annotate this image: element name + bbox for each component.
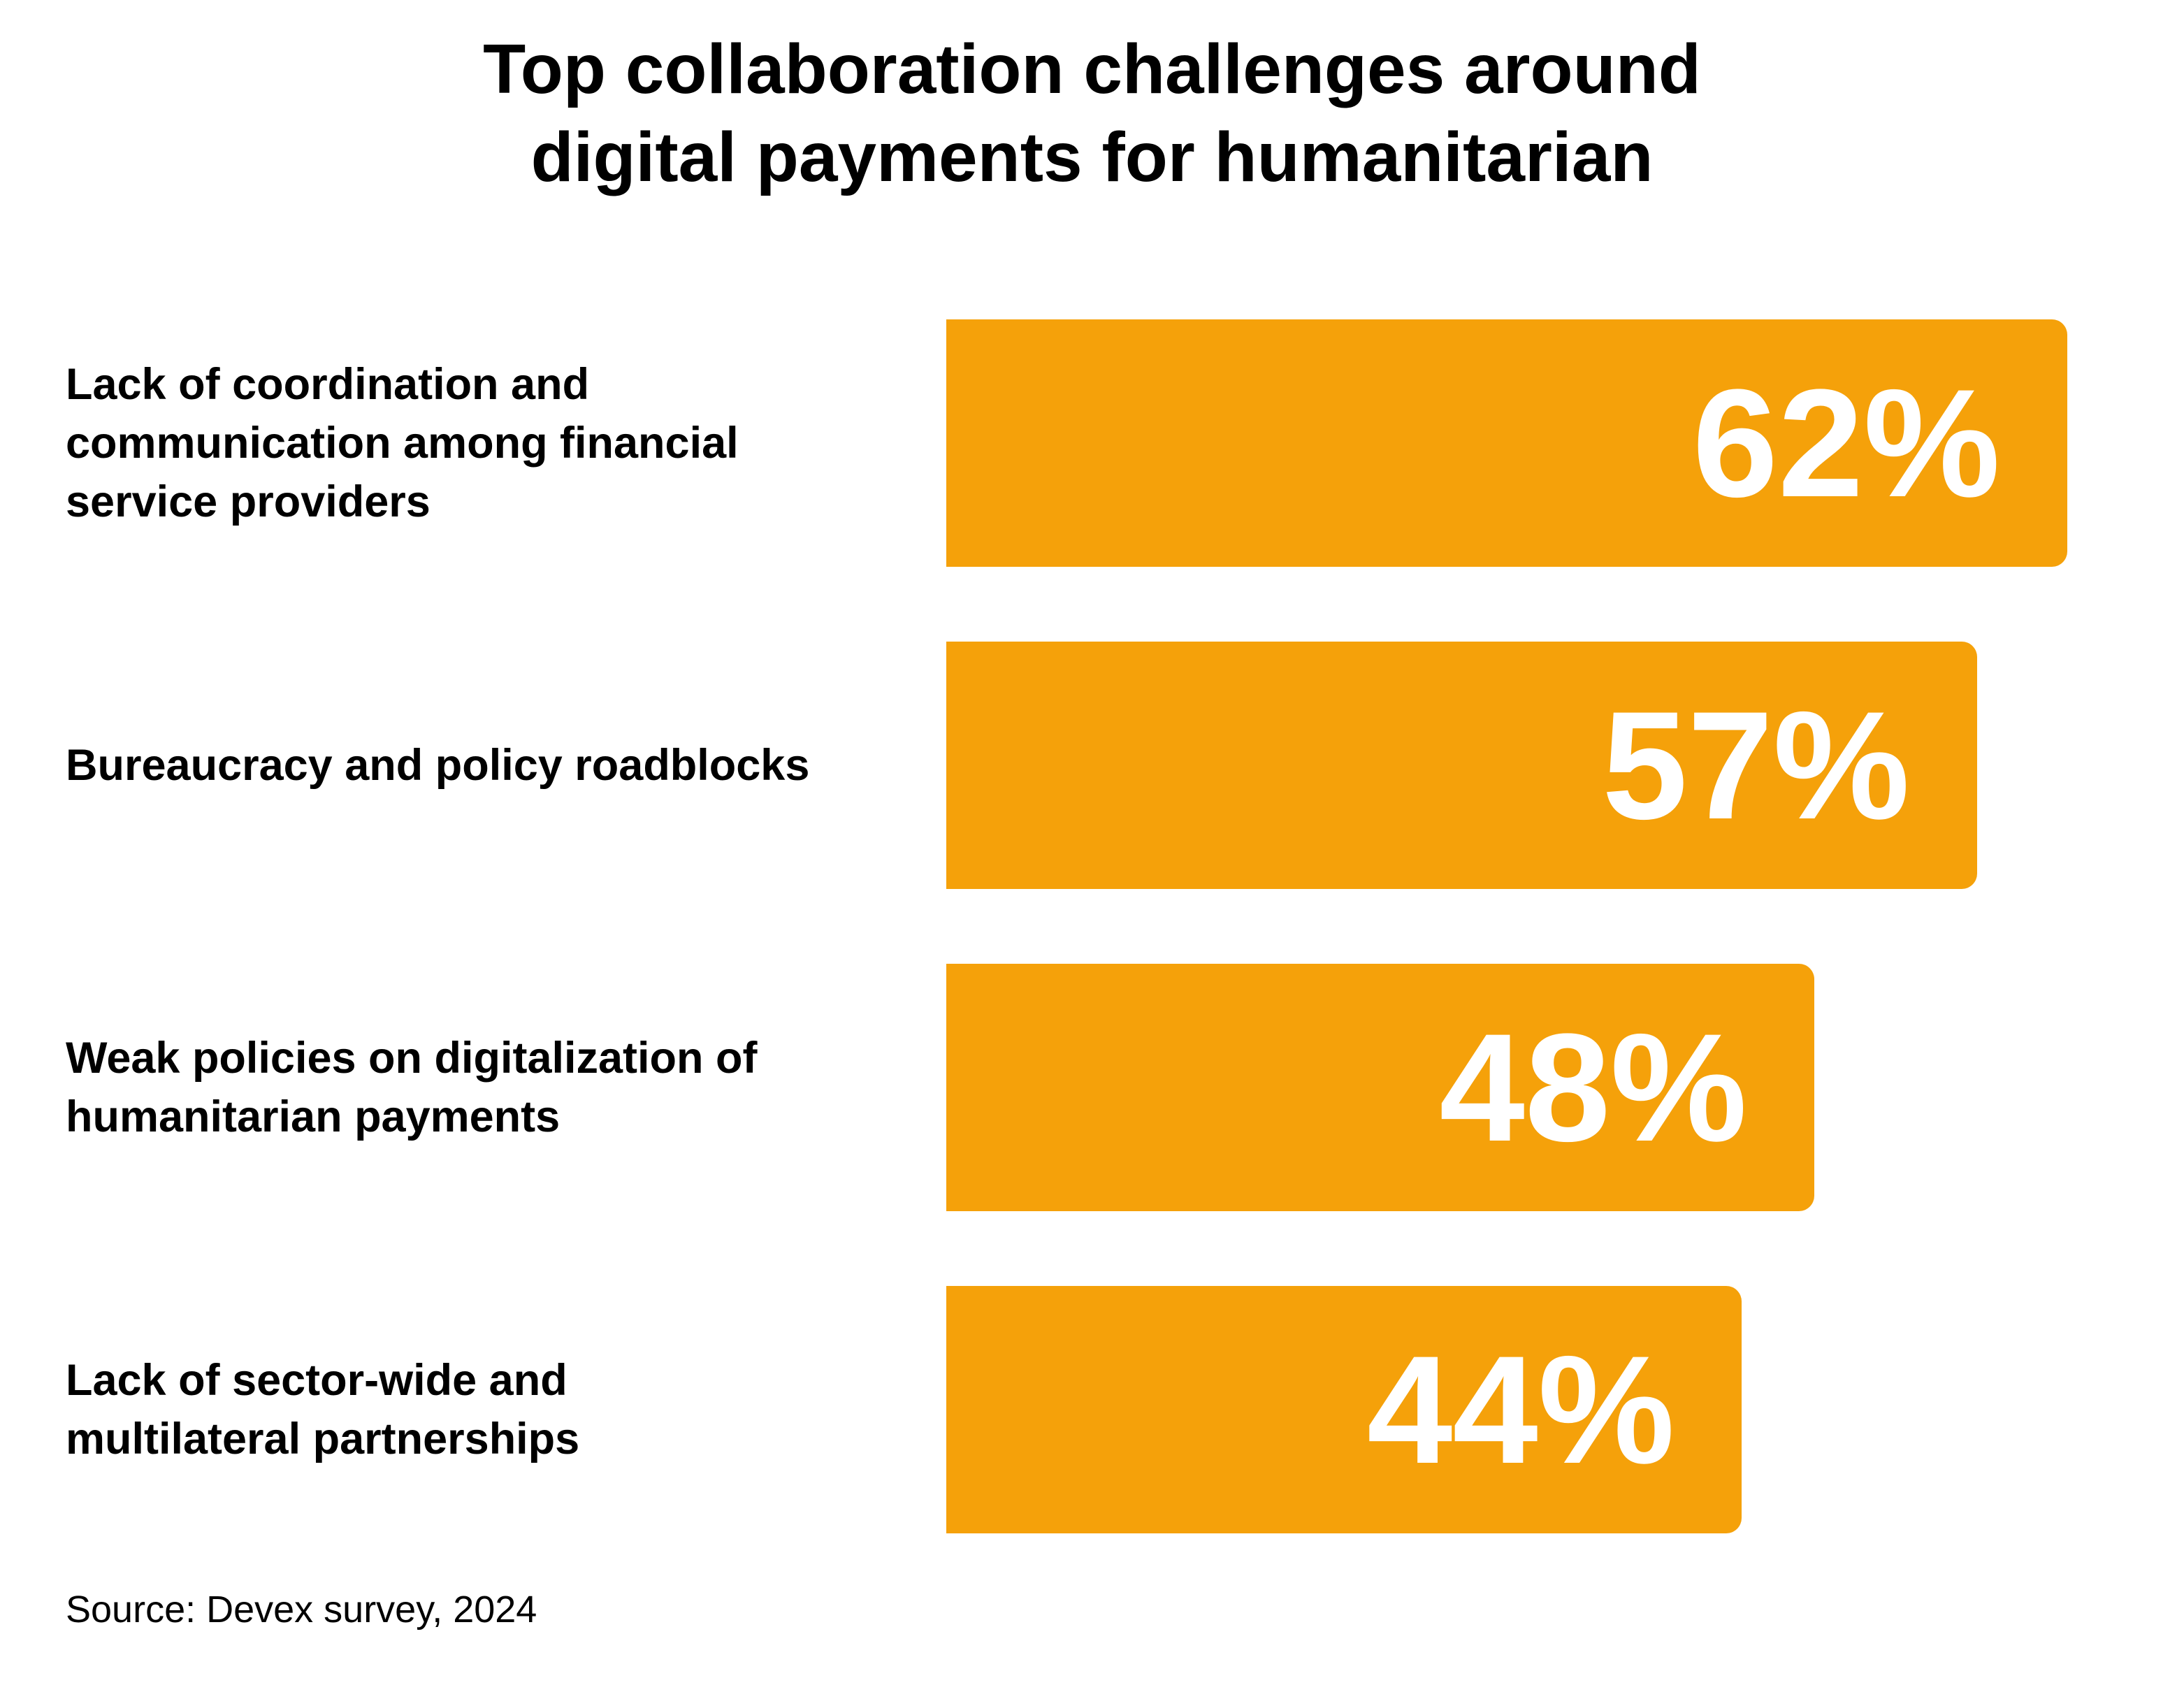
bar: 62% — [946, 319, 2067, 567]
category-label-text: Bureaucracy and policy roadblocks — [66, 736, 809, 795]
category-label-line: communication among financial — [66, 419, 739, 468]
chart-title: Top collaboration challenges around digi… — [0, 25, 2184, 201]
category-label-line: Weak policies on digitalization of — [66, 1034, 758, 1083]
category-label-line: Bureaucracy and policy roadblocks — [66, 741, 810, 790]
category-label-text: Lack of sector-wide and multilateral part… — [66, 1351, 579, 1468]
category-label: Lack of coordination and communication am… — [66, 319, 939, 567]
chart-title-line-2: digital payments for humanitarian — [530, 118, 1654, 196]
category-label: Weak policies on digitalization of humani… — [66, 964, 939, 1211]
bar-value-label: 62% — [1692, 357, 2000, 529]
category-label-line: Lack of coordination and — [66, 360, 590, 409]
category-label-text: Weak policies on digitalization of humani… — [66, 1029, 757, 1146]
category-label-line: service providers — [66, 477, 431, 526]
chart-title-line-1: Top collaboration challenges around — [483, 30, 1701, 108]
category-label-text: Lack of coordination and communication am… — [66, 355, 739, 531]
category-label-line: Lack of sector-wide and — [66, 1356, 567, 1405]
bar: 44% — [946, 1286, 1742, 1533]
bar: 57% — [946, 642, 1977, 889]
source-note: Source: Devex survey, 2024 — [66, 1589, 537, 1631]
bar-value-label: 48% — [1439, 1002, 1747, 1173]
category-label: Lack of sector-wide and multilateral part… — [66, 1286, 939, 1533]
bar-value-label: 44% — [1366, 1324, 1675, 1496]
category-label-line: multilateral partnerships — [66, 1415, 580, 1463]
category-label-line: humanitarian payments — [66, 1092, 561, 1141]
bar: 48% — [946, 964, 1814, 1211]
bar-value-label: 57% — [1602, 679, 1910, 851]
category-label: Bureaucracy and policy roadblocks — [66, 642, 939, 889]
